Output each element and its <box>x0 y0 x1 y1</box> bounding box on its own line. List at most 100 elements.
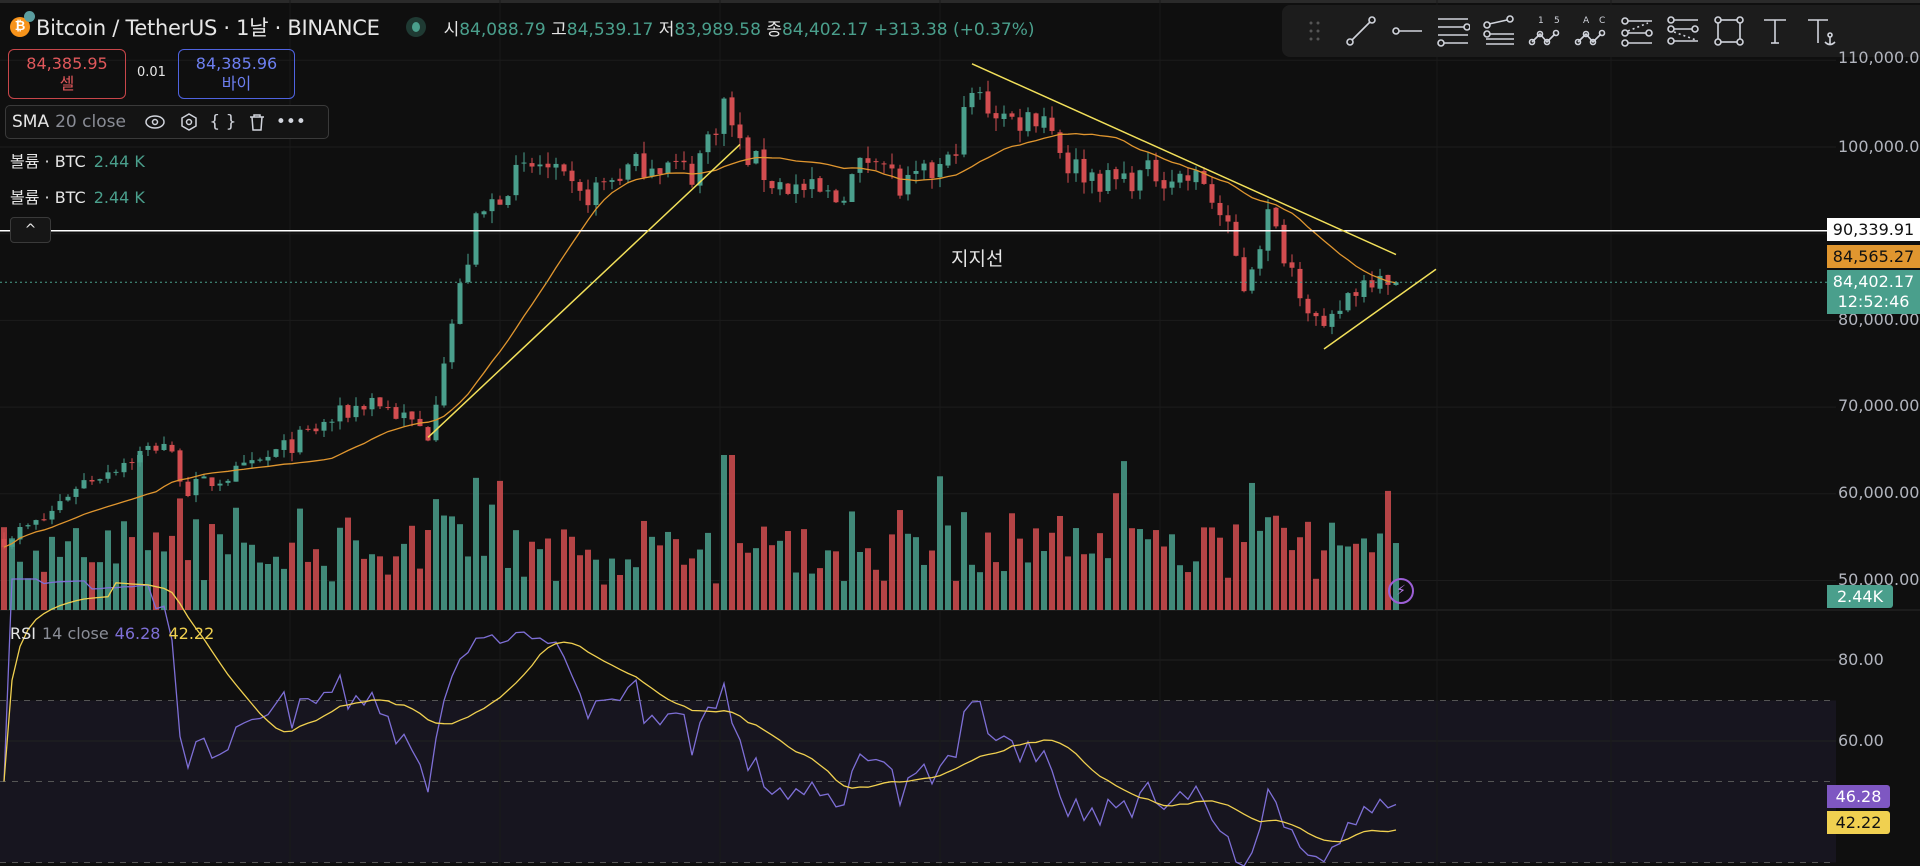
support-line-annotation[interactable]: 지지선 <box>951 248 1004 270</box>
candle-body <box>1193 170 1199 183</box>
symbol-header: ₿ Bitcoin / TetherUS · 1날 · BINANCE 시84,… <box>10 11 1035 42</box>
candle-body <box>17 526 23 540</box>
drag-handle-icon[interactable] <box>1292 8 1338 54</box>
candle-body <box>473 213 479 265</box>
candle-body <box>729 97 735 126</box>
settings-icon[interactable] <box>172 107 206 137</box>
candle-body <box>313 428 319 432</box>
volume-bar <box>697 549 703 610</box>
candle-body <box>1249 269 1255 291</box>
candle-body <box>1265 209 1271 251</box>
volume-bar <box>1065 556 1071 610</box>
candle-body <box>145 445 151 450</box>
volume-bar <box>1025 562 1031 610</box>
eye-icon[interactable] <box>138 107 172 137</box>
trash-icon[interactable] <box>240 107 274 137</box>
volume-bar <box>1209 527 1215 610</box>
candle-body <box>521 162 527 164</box>
candle-body <box>1345 293 1351 311</box>
fib-retracement-icon[interactable] <box>1476 8 1522 54</box>
volume-bar <box>537 549 543 610</box>
lightning-icon[interactable]: ⚡ <box>1388 578 1414 604</box>
buy-button[interactable]: 84,385.96 바이 <box>178 49 295 99</box>
volume-bar <box>753 548 759 610</box>
source-code-icon[interactable]: { } <box>209 112 237 132</box>
pitchfork-icon[interactable] <box>1614 8 1660 54</box>
parallel-lines-icon[interactable] <box>1430 8 1476 54</box>
candle-body <box>545 163 551 168</box>
candle-body <box>889 164 895 169</box>
volume-bar <box>713 583 719 610</box>
volume-legend[interactable]: 볼륨 · BTC 2.44 K <box>10 148 145 172</box>
candle-body <box>1 538 7 548</box>
candle-body <box>1233 221 1239 256</box>
volume-bar <box>609 558 615 610</box>
sell-button[interactable]: 84,385.95 셀 <box>8 49 126 99</box>
market-status-icon[interactable] <box>405 17 426 37</box>
sell-label: 셀 <box>59 74 75 93</box>
candle-body <box>537 164 543 167</box>
rsi-legend[interactable]: RSI 14 close 46.28 42.22 <box>10 624 214 643</box>
candle-body <box>489 199 495 212</box>
candle-body <box>1393 282 1399 285</box>
volume-bar <box>49 536 55 610</box>
volume-bar <box>881 580 887 610</box>
candle-body <box>89 479 95 482</box>
volume-bar <box>177 498 183 610</box>
text-icon[interactable] <box>1752 8 1798 54</box>
candle-body <box>905 174 911 195</box>
volume-bar <box>41 571 47 610</box>
volume-bar <box>257 562 263 610</box>
collapse-legend-button[interactable]: ^ <box>10 217 51 243</box>
candle-body <box>1337 310 1343 314</box>
candle-body <box>665 162 671 174</box>
candle-body <box>1009 113 1015 117</box>
volume-bar <box>449 516 455 610</box>
volume-bar <box>1385 490 1391 610</box>
candle-body <box>1273 207 1279 227</box>
volume-legend[interactable]: 볼륨 · BTC 2.44 K <box>10 184 145 208</box>
volume-bar <box>241 542 247 610</box>
rectangle-icon[interactable] <box>1706 8 1752 54</box>
horizontal-ray-icon[interactable] <box>1384 8 1430 54</box>
volume-bar <box>1297 537 1303 610</box>
volume-bar <box>1121 461 1127 610</box>
gann-fan-icon[interactable] <box>1660 8 1706 54</box>
volume-bar <box>1225 577 1231 610</box>
candle-body <box>1025 112 1031 132</box>
volume-bar <box>457 524 463 610</box>
volume-bar <box>121 521 127 610</box>
volume-bar <box>1337 545 1343 610</box>
volume-bar <box>33 550 39 610</box>
volume-bar <box>57 556 63 610</box>
sma-legend[interactable]: SMA 20 close { } ••• <box>5 105 329 139</box>
candle-body <box>393 407 399 419</box>
rsi-price-tag: 46.28 <box>1827 785 1890 808</box>
volume-bar <box>945 525 951 610</box>
trend-line-icon[interactable] <box>1338 8 1384 54</box>
symbol-title[interactable]: Bitcoin / TetherUS · 1날 · BINANCE <box>36 16 380 40</box>
anchored-text-icon[interactable] <box>1798 8 1844 54</box>
volume-bar <box>433 499 439 610</box>
candle-body <box>369 397 375 410</box>
volume-bar <box>153 532 159 610</box>
volume-bar <box>289 542 295 610</box>
candle-body <box>241 462 247 466</box>
candle-body <box>217 483 223 486</box>
candle-body <box>273 449 279 457</box>
volume-bar <box>505 567 511 610</box>
candle-body <box>177 450 183 482</box>
volume-bar <box>1081 554 1087 610</box>
candle-body <box>449 323 455 363</box>
volume-bar <box>1009 513 1015 610</box>
sma-name: SMA <box>12 112 50 132</box>
candle-body <box>1369 280 1375 288</box>
volume-bar <box>1017 538 1023 610</box>
more-icon[interactable]: ••• <box>275 112 306 132</box>
volume-bar <box>361 558 367 610</box>
volume-bar <box>849 511 855 610</box>
candle-body <box>993 113 999 119</box>
